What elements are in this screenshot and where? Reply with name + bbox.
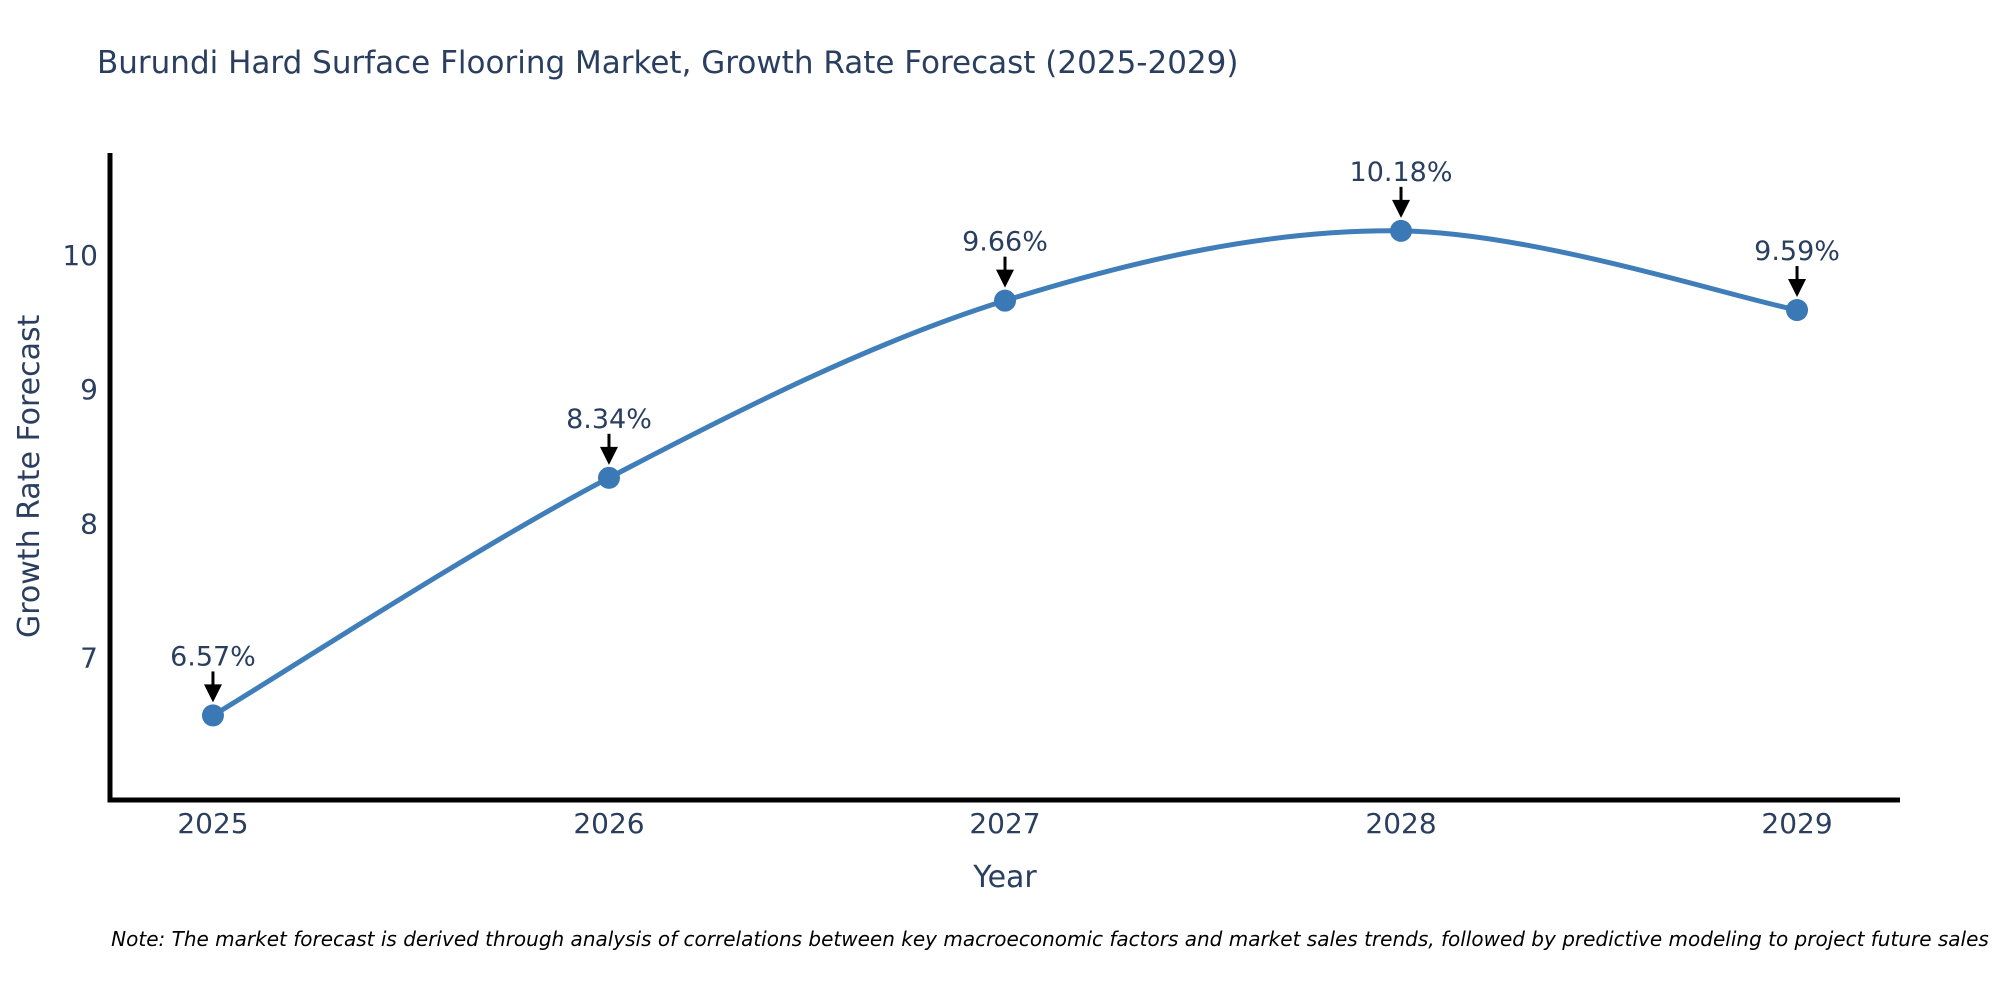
axis-spines xyxy=(107,153,1900,803)
footnote: Note: The market forecast is derived thr… xyxy=(111,927,1989,951)
data-point-marker-2029 xyxy=(1786,299,1809,322)
data-point-marker-2026 xyxy=(597,466,620,489)
data-point-marker-2028 xyxy=(1390,219,1413,242)
point-value-label: 10.18% xyxy=(1350,157,1453,188)
annotation-arrowhead xyxy=(996,269,1014,288)
chart-title: Burundi Hard Surface Flooring Market, Gr… xyxy=(97,45,1239,81)
data-point-marker-2025 xyxy=(201,704,224,727)
point-value-label: 9.66% xyxy=(962,227,1048,258)
x-tick-label: 2026 xyxy=(573,807,644,840)
x-tick-label: 2029 xyxy=(1761,807,1832,840)
x-tick-label: 2028 xyxy=(1365,807,1436,840)
data-point-marker-2027 xyxy=(994,289,1016,312)
y-tick-label: 9 xyxy=(80,373,98,406)
y-axis-title: Growth Rate Forecast xyxy=(12,314,47,639)
annotation-arrowhead xyxy=(599,446,618,465)
point-value-label: 9.59% xyxy=(1754,236,1840,267)
x-tick-label: 2025 xyxy=(177,807,248,840)
annotation-arrowhead xyxy=(1788,279,1807,298)
y-tick-label: 10 xyxy=(62,239,98,272)
annotation-arrowhead xyxy=(203,684,222,703)
point-value-label: 8.34% xyxy=(566,404,652,435)
y-tick-label: 8 xyxy=(80,507,98,540)
annotation-arrowhead xyxy=(1392,199,1411,218)
x-axis-title: Year xyxy=(973,860,1037,895)
y-tick-label: 7 xyxy=(80,642,98,675)
point-value-label: 6.57% xyxy=(170,641,256,672)
x-tick-label: 2027 xyxy=(969,807,1040,840)
